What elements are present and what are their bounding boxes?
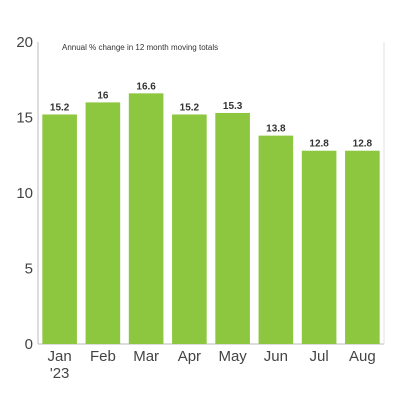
x-tick-label: Jan — [48, 348, 72, 365]
x-tick-label: '23 — [50, 365, 70, 382]
data-label: 13.8 — [266, 124, 286, 135]
data-labels-group: 15.2 16 16.6 15.2 15.3 13.8 12.8 12.8 — [50, 81, 373, 149]
data-label: 12.8 — [309, 139, 329, 150]
bar — [42, 114, 77, 344]
x-tick-label: Mar — [133, 348, 159, 365]
x-tick-label: Apr — [178, 348, 201, 365]
data-label: 12.8 — [353, 139, 373, 150]
data-label: 15.3 — [223, 101, 243, 112]
bar — [85, 102, 121, 345]
bar — [258, 135, 294, 344]
x-tick-label: Aug — [349, 348, 376, 365]
chart-subtitle: Annual % change in 12 month moving total… — [62, 43, 218, 52]
data-label: 16.6 — [136, 81, 156, 92]
bar — [128, 93, 164, 344]
x-tick-label: Jul — [310, 348, 329, 365]
bars-group — [42, 93, 380, 345]
y-tick-label: 5 — [25, 261, 33, 278]
bar — [345, 150, 380, 344]
x-tick-label: May — [218, 348, 247, 365]
y-tick-label: 10 — [16, 185, 33, 202]
bar — [172, 114, 207, 344]
y-tick-label: 15 — [16, 110, 33, 127]
x-tick-label: Feb — [90, 348, 116, 365]
x-tick-label: Jun — [264, 348, 288, 365]
x-axis-ticks: Jan'23 Feb Mar Apr May Jun Jul Aug — [48, 348, 376, 382]
data-label: 16 — [97, 90, 109, 101]
data-label: 15.2 — [180, 102, 200, 113]
y-tick-label: 0 — [25, 336, 33, 353]
bar — [215, 112, 250, 344]
y-axis-ticks: 0 5 10 15 20 — [16, 34, 33, 353]
y-tick-label: 20 — [16, 34, 33, 51]
data-label: 15.2 — [50, 102, 70, 113]
bar — [301, 150, 337, 344]
